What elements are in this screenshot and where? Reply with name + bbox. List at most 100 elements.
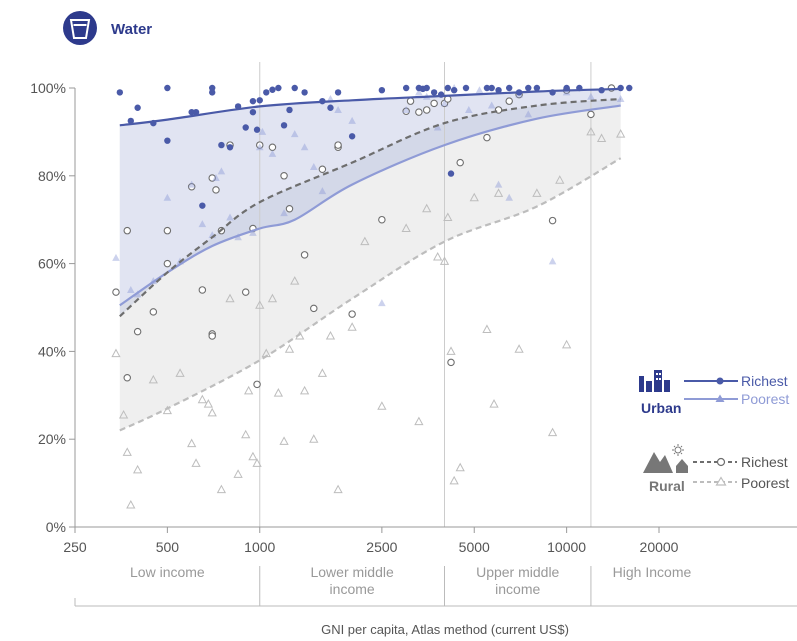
rural-richest-point [319, 166, 325, 172]
rural-richest-point [209, 333, 215, 339]
urban-richest-point [263, 89, 269, 95]
rural-richest-point [431, 100, 437, 106]
urban-richest-point [445, 85, 451, 91]
urban-richest-point [489, 85, 495, 91]
rural-poorest-point [127, 501, 135, 508]
rural-poorest-point [188, 440, 196, 447]
rural-richest-point [506, 98, 512, 104]
urban-richest-point [292, 85, 298, 91]
legend-rural-poorest-label: Poorest [741, 475, 789, 491]
y-tick-label: 80% [38, 168, 66, 184]
rural-richest-point [124, 227, 130, 233]
urban-richest-point [218, 142, 224, 148]
rural-poorest-point [301, 387, 309, 394]
urban-poorest-point [549, 257, 557, 264]
urban-richest-point [506, 85, 512, 91]
rural-village-icon [643, 444, 688, 473]
urban-richest-point [164, 85, 170, 91]
rural-richest-point [269, 144, 275, 150]
rural-richest-point [134, 328, 140, 334]
urban-richest-point [335, 89, 341, 95]
rural-poorest-point [112, 350, 120, 357]
rural-poorest-point [456, 464, 464, 471]
rural-richest-point [457, 159, 463, 165]
rural-poorest-point [450, 477, 458, 484]
water-glass-icon [63, 11, 97, 45]
urban-richest-point [463, 85, 469, 91]
x-tick-label: 5000 [459, 539, 490, 555]
urban-richest-point [250, 98, 256, 104]
urban-richest-point [327, 105, 333, 111]
x-axis-label: GNI per capita, Atlas method (current US… [321, 622, 569, 637]
rural-poorest-point [280, 437, 288, 444]
rural-poorest-point [275, 389, 283, 396]
urban-richest-point [134, 105, 140, 111]
urban-richest-point [525, 85, 531, 91]
rural-poorest-point [245, 387, 253, 394]
urban-richest-point [431, 89, 437, 95]
urban-building-icon [639, 370, 670, 392]
rural-richest-point [281, 173, 287, 179]
rural-poorest-point [563, 341, 571, 348]
x-tick-label: 20000 [640, 539, 679, 555]
rural-richest-point [424, 107, 430, 113]
x-tick-label: 2500 [366, 539, 397, 555]
y-tick-label: 100% [30, 80, 66, 96]
rural-poorest-point [310, 435, 318, 442]
legend-group-urban: Urban [641, 400, 681, 416]
legend-rural-richest-label: Richest [741, 454, 788, 470]
rural-richest-point [549, 217, 555, 223]
income-group-label: High Income [613, 564, 692, 580]
rural-richest-point [164, 260, 170, 266]
y-tick-label: 40% [38, 343, 66, 359]
rural-poorest-point [447, 347, 455, 354]
legend-rural-richest-swatch [693, 459, 737, 466]
urban-richest-point [275, 85, 281, 91]
rural-poorest-point [208, 409, 216, 416]
header: Water [63, 11, 152, 45]
income-group-label: income [330, 581, 375, 597]
legend-urban-richest-swatch [684, 378, 738, 385]
urban-richest-point [626, 85, 632, 91]
legend-rural-poorest-swatch [693, 478, 737, 486]
rural-poorest-point [192, 459, 200, 466]
rural-richest-point [286, 206, 292, 212]
urban-richest-point [424, 85, 430, 91]
legend-urban-poorest-swatch [684, 395, 738, 403]
chart-title: Water [111, 21, 152, 38]
urban-richest-point [349, 133, 355, 139]
rural-richest-point [113, 289, 119, 295]
urban-richest-point [403, 85, 409, 91]
y-tick-label: 60% [38, 256, 66, 272]
x-tick-label: 500 [156, 539, 180, 555]
urban-richest-point [227, 144, 233, 150]
legend-group-rural: Rural [649, 478, 685, 494]
rural-poorest-point [218, 486, 226, 493]
rural-poorest-point [348, 323, 356, 330]
rural-richest-point [484, 134, 490, 140]
rural-richest-point [407, 98, 413, 104]
rural-poorest-point [434, 253, 442, 260]
income-group-label: Low income [130, 564, 205, 580]
rural-richest-point [301, 252, 307, 258]
urban-richest-point [534, 85, 540, 91]
rural-poorest-point [286, 345, 294, 352]
y-tick-label: 0% [46, 519, 66, 535]
urban-richest-point [301, 89, 307, 95]
rural-poorest-point [327, 332, 335, 339]
rural-richest-point [243, 289, 249, 295]
legend-urban-richest-label: Richest [741, 373, 788, 389]
rural-poorest-point [249, 453, 257, 460]
urban-richest-point [199, 202, 205, 208]
urban-richest-point [257, 97, 263, 103]
rural-poorest-point [483, 325, 491, 332]
rural-richest-point [311, 305, 317, 311]
rural-poorest-point [415, 418, 423, 425]
rural-richest-point [379, 217, 385, 223]
rural-poorest-point [199, 396, 207, 403]
urban-richest-point [243, 124, 249, 130]
rural-richest-point [448, 359, 454, 365]
rural-poorest-point [234, 470, 242, 477]
rural-richest-point [150, 309, 156, 315]
